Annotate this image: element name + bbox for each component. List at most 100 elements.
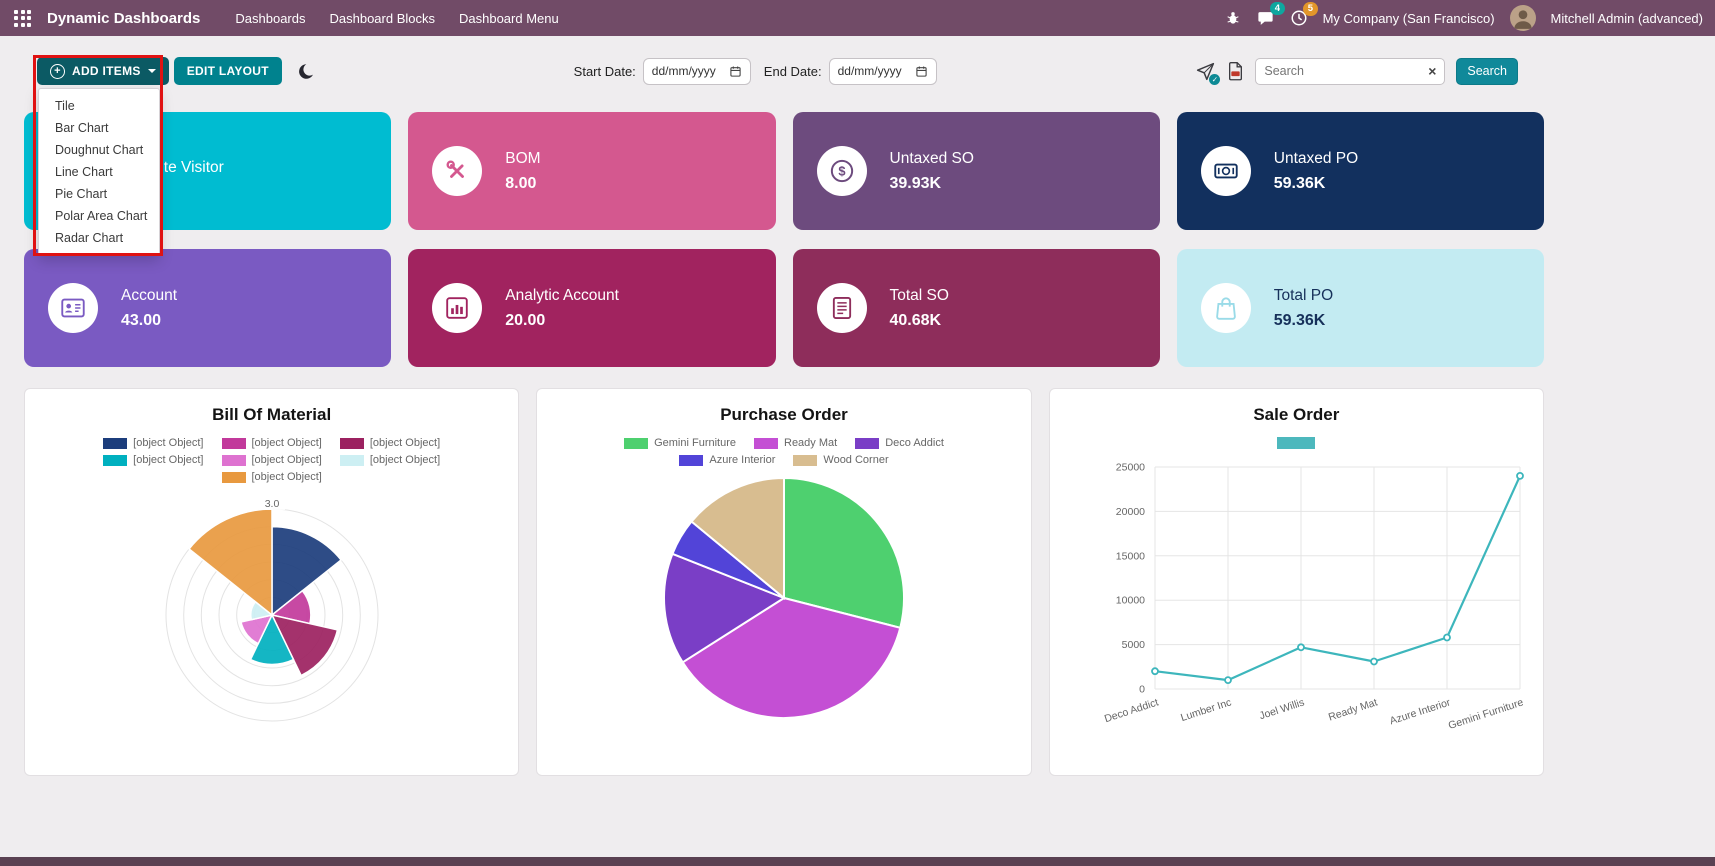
charts-row: Bill Of Material [object Object] [object … [24, 388, 1544, 776]
tile-title: Untaxed SO [889, 149, 974, 167]
legend-label: Deco Addict [885, 437, 944, 449]
tile-untaxed-so[interactable]: $ Untaxed SO 39.93K [792, 112, 1160, 230]
pie-chart-svg [662, 476, 905, 719]
apps-grid-icon[interactable] [14, 9, 31, 27]
nav-menu-dashboard-blocks[interactable]: Dashboard Blocks [329, 10, 436, 26]
line-point[interactable] [1151, 667, 1160, 676]
dropdown-item-radar-chart[interactable]: Radar Chart [55, 231, 124, 245]
tile-total-so[interactable]: Total SO 40.68K [792, 249, 1160, 367]
send-mail-icon[interactable]: ✓ [1195, 61, 1221, 85]
messages-icon[interactable]: 4 [1256, 1, 1285, 28]
chart-card-bill-of-material: Bill Of Material [object Object] [object … [24, 388, 520, 776]
avatar[interactable] [1509, 5, 1536, 31]
chart-card-sale-order: Sale Order 0 5000 10000 15000 20000 25000 Deco… [1048, 388, 1544, 776]
tile-title: Total SO [889, 286, 949, 304]
tile-title: Untaxed PO [1273, 149, 1359, 167]
user-menu[interactable]: Mitchell Admin (advanced) [1550, 10, 1703, 26]
tile-untaxed-po[interactable]: Untaxed PO 59.36K [1176, 112, 1544, 230]
polar-slice[interactable] [270, 613, 339, 677]
line-point[interactable] [1370, 657, 1379, 666]
legend-item[interactable]: [object Object] [221, 454, 322, 466]
app-title[interactable]: Dynamic Dashboards [47, 9, 201, 27]
legend-swatch [103, 454, 128, 466]
pie-slice[interactable] [690, 476, 785, 601]
debug-icon[interactable] [1225, 10, 1241, 26]
calendar-icon[interactable] [729, 65, 742, 78]
legend-item[interactable]: [object Object] [339, 454, 441, 466]
tile-total-po[interactable]: Total PO 59.36K [1176, 249, 1544, 367]
messages-badge: 4 [1270, 1, 1285, 15]
tile-value: 39.93K [889, 174, 942, 192]
dropdown-item-pie-chart[interactable]: Pie Chart [55, 187, 108, 201]
legend-swatch [103, 437, 128, 449]
nav-menu-dashboards[interactable]: Dashboards [235, 10, 306, 26]
tile-account[interactable]: Account 43.00 [24, 249, 392, 367]
polar-slice[interactable] [270, 525, 342, 617]
end-date-input[interactable]: dd/mm/yyyy [828, 57, 937, 85]
toolbar-right: ✓ × Search [1195, 57, 1518, 85]
legend-label: [object Object] [133, 437, 204, 449]
legend-label: [object Object] [251, 471, 322, 483]
line-point[interactable] [1224, 676, 1233, 685]
tile-title: Account [121, 286, 178, 304]
legend-item[interactable]: Wood Corner [793, 454, 889, 466]
add-items-button[interactable]: + ADD ITEMS [37, 57, 169, 85]
search-button[interactable]: Search [1456, 57, 1518, 85]
tile-value: 43.00 [121, 311, 162, 329]
start-date-input[interactable]: dd/mm/yyyy [642, 57, 751, 85]
calendar-icon[interactable] [915, 65, 928, 78]
dropdown-item-tile[interactable]: Tile [55, 99, 75, 113]
end-date-label: End Date: [763, 63, 822, 79]
dropdown-item-bar-chart[interactable]: Bar Chart [55, 121, 109, 135]
legend-item[interactable]: [object Object] [221, 437, 322, 449]
legend-swatch [624, 437, 649, 449]
legend-item[interactable]: Ready Mat [754, 437, 837, 449]
pie-slice[interactable] [662, 552, 787, 664]
line-point[interactable] [1516, 471, 1525, 480]
nav-menu-dashboard-menu[interactable]: Dashboard Menu [459, 10, 559, 26]
legend-item[interactable]: Azure Interior [679, 454, 775, 466]
pie-chart [537, 472, 1030, 724]
dropdown-item-line-chart[interactable]: Line Chart [55, 165, 113, 179]
legend-swatch [339, 454, 364, 466]
line-point[interactable] [1443, 633, 1452, 642]
legend-item[interactable] [1277, 437, 1316, 449]
legend-item[interactable]: [object Object] [103, 454, 204, 466]
legend-item[interactable]: [object Object] [221, 471, 322, 483]
legend-label: [object Object] [369, 454, 441, 466]
legend-swatch [339, 437, 364, 449]
dark-mode-toggle[interactable] [296, 62, 315, 81]
pdf-export-icon[interactable] [1227, 61, 1244, 81]
pie-slice[interactable] [782, 476, 905, 630]
edit-layout-button[interactable]: EDIT LAYOUT [173, 57, 282, 85]
x-tick-label: Joel Willis [1258, 696, 1306, 722]
x-tick-label: Lumber Inc [1180, 696, 1234, 724]
footer-strip [0, 857, 1715, 866]
legend-label: [object Object] [251, 454, 322, 466]
top-navbar: Dynamic Dashboards Dashboards Dashboard B… [0, 0, 1715, 36]
x-tick-label: Deco Addict [1103, 696, 1160, 725]
company-switcher[interactable]: My Company (San Francisco) [1322, 10, 1495, 26]
tile-analytic-account[interactable]: Analytic Account 20.00 [408, 249, 776, 367]
search-input[interactable] [1264, 64, 1423, 78]
activities-badge: 5 [1303, 2, 1318, 16]
legend-label: Wood Corner [823, 454, 889, 466]
line-point[interactable] [1297, 643, 1306, 652]
tile-info: Total PO 59.36K [1274, 287, 1333, 330]
activities-icon[interactable]: 5 [1290, 2, 1318, 27]
tile-info: Account 43.00 [121, 287, 177, 330]
legend-item[interactable]: Gemini Furniture [624, 437, 736, 449]
clear-search-icon[interactable]: × [1428, 63, 1437, 79]
tools-icon [432, 146, 483, 196]
legend-row [1050, 437, 1543, 449]
polar-slice[interactable] [249, 613, 295, 666]
dropdown-item-polar-area-chart[interactable]: Polar Area Chart [55, 209, 148, 223]
dropdown-item-doughnut-chart[interactable]: Doughnut Chart [55, 143, 144, 157]
polar-slice[interactable] [239, 613, 274, 645]
toolbar-left: + ADD ITEMS EDIT LAYOUT [24, 57, 315, 85]
legend-item[interactable]: Deco Addict [855, 437, 944, 449]
legend-item[interactable]: [object Object] [339, 437, 440, 449]
legend-item[interactable]: [object Object] [103, 437, 204, 449]
tile-bom[interactable]: BOM 8.00 [408, 112, 776, 230]
tile-title: Analytic Account [505, 286, 619, 304]
